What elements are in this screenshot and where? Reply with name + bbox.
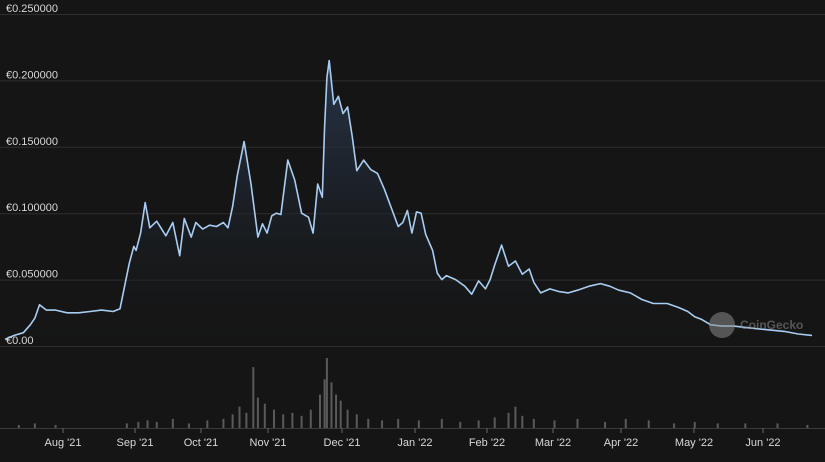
x-tick-label: May '22 (675, 437, 713, 449)
x-tick-label: Mar '22 (535, 437, 571, 449)
x-tick-label: Sep '21 (117, 437, 154, 449)
volume-bar (335, 394, 338, 428)
x-tick-label: Oct '21 (184, 437, 219, 449)
x-tick-label: Feb '22 (469, 437, 505, 449)
volume-bar (222, 418, 225, 428)
volume-bar (330, 382, 333, 428)
volume-bar (282, 414, 285, 428)
volume-bar (238, 406, 241, 428)
x-tick-label: Dec '21 (324, 437, 361, 449)
volume-bar (647, 420, 650, 428)
volume-bar (206, 420, 209, 428)
price-line[interactable] (4, 59, 813, 341)
volume-bar (367, 418, 370, 428)
volume-bar (477, 420, 480, 428)
volume-bar (532, 418, 535, 428)
y-tick-label: €0.200000 (6, 69, 58, 81)
volume-bar (323, 379, 326, 428)
volume-bar (245, 412, 248, 428)
gecko-logo-icon (709, 312, 735, 338)
volume-bar (553, 420, 556, 428)
volume-bar (806, 424, 809, 428)
y-tick-label: €0.100000 (6, 202, 58, 214)
y-axis-tick-labels: €0.00 €0.050000 €0.100000 €0.150000 €0.20000… (6, 3, 58, 347)
volume-bar (318, 394, 321, 428)
y-tick-label: €0.150000 (6, 136, 58, 148)
watermark-text: CoinGecko (740, 318, 803, 332)
volume-bar (381, 420, 384, 428)
volume-bar (693, 421, 696, 428)
x-tick-label: Jan '22 (397, 437, 432, 449)
volume-bar (33, 423, 36, 428)
volume-bar (54, 424, 57, 428)
volume-bar (231, 414, 234, 428)
volume-bar (291, 412, 294, 428)
volume-bar (252, 367, 255, 428)
volume-bar (325, 358, 328, 428)
x-tick-label: Nov '21 (250, 437, 287, 449)
x-axis-tick-labels: Aug '21 Sep '21 Oct '21 Nov '21 Dec '21 Jan '… (45, 428, 781, 449)
volume-bar (397, 418, 400, 428)
volume-bar (309, 409, 312, 428)
volume-bar (171, 418, 174, 428)
volume-bar (604, 421, 607, 428)
volume-bar (146, 420, 149, 428)
x-tick-label: Jun '22 (745, 437, 780, 449)
volume-bar (576, 418, 579, 428)
volume-bar (459, 421, 462, 428)
x-tick-label: Aug '21 (45, 437, 82, 449)
volume-bar (187, 423, 190, 428)
volume-bar (17, 424, 20, 428)
volume-bar (263, 403, 266, 428)
volume-bar (716, 423, 719, 428)
volume-bars (17, 358, 809, 428)
volume-bar (624, 418, 627, 428)
volume-bar (493, 417, 496, 428)
volume-bar (339, 400, 342, 428)
volume-bar (355, 414, 358, 428)
volume-bar (300, 415, 303, 428)
volume-bar (440, 418, 443, 428)
volume-bar (521, 415, 524, 428)
volume-bar (125, 423, 128, 428)
grid-lines (0, 14, 825, 429)
volume-bar (256, 397, 259, 428)
volume-bar (417, 420, 420, 428)
volume-bar (776, 423, 779, 428)
coingecko-watermark: CoinGecko (709, 312, 803, 338)
volume-bar (273, 409, 275, 428)
price-area-fill (5, 60, 812, 346)
volume-bar (673, 423, 676, 428)
volume-bar (346, 409, 349, 428)
volume-bar (137, 421, 140, 428)
volume-bar (507, 412, 510, 428)
y-tick-label: €0.00 (6, 335, 34, 347)
y-tick-label: €0.250000 (6, 3, 58, 15)
x-tick-label: Apr '22 (604, 437, 639, 449)
y-tick-label: €0.050000 (6, 269, 58, 281)
volume-bar (514, 406, 517, 428)
volume-bar (155, 421, 158, 428)
volume-bar (744, 423, 747, 428)
